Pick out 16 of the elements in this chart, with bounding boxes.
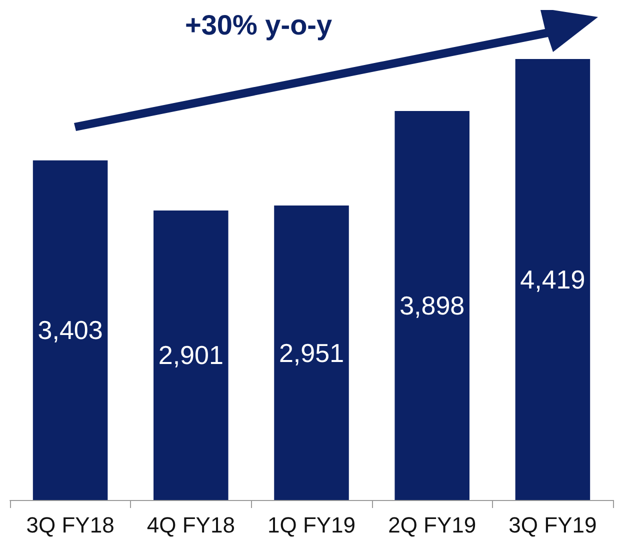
x-tick-label: 3Q FY19	[508, 512, 597, 538]
bar	[154, 210, 228, 500]
bar	[394, 110, 470, 500]
x-tick-label: 3Q FY18	[26, 512, 114, 538]
bar	[274, 206, 349, 500]
bar	[32, 160, 108, 500]
x-tick-label: 2Q FY19	[388, 512, 476, 538]
data-label: 2,951	[278, 338, 344, 368]
data-label: 3,898	[400, 290, 465, 320]
data-label: 2,901	[158, 340, 224, 370]
x-tick-label: 4Q FY18	[146, 512, 235, 538]
bar	[515, 59, 590, 500]
x-tick-label: 1Q FY19	[267, 512, 356, 538]
data-label: 3,403	[38, 315, 103, 346]
text: +30% y-o-y	[185, 10, 332, 40]
data-label: 4,419	[520, 264, 586, 294]
